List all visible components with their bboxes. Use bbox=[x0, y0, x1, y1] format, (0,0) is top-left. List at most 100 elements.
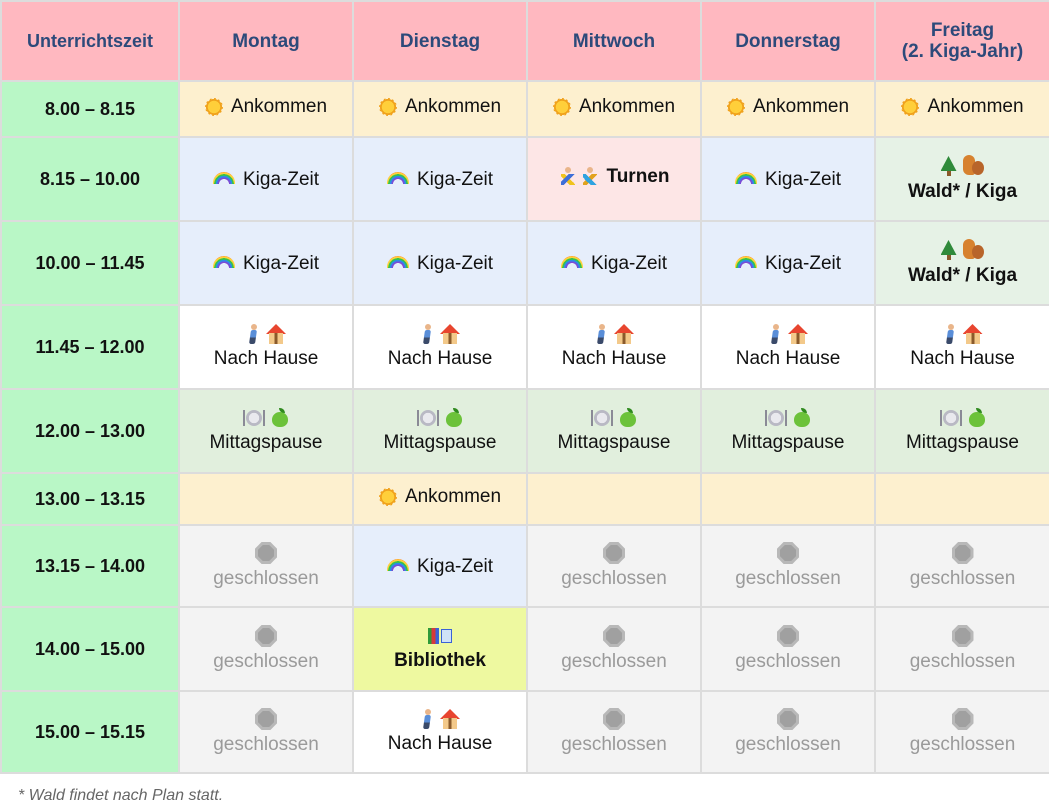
cell-label: Ankommen bbox=[230, 96, 328, 117]
cell-label: geschlossen bbox=[735, 651, 841, 672]
cell-content: Mittagspause bbox=[529, 408, 699, 454]
cell-content: Turnen bbox=[559, 165, 670, 188]
cell-label: Kiga-Zeit bbox=[764, 168, 842, 190]
cell-icons bbox=[255, 708, 277, 730]
sun-icon bbox=[378, 488, 397, 506]
cell-icons bbox=[941, 239, 985, 261]
plate-icon bbox=[243, 408, 265, 428]
house-icon bbox=[440, 709, 460, 729]
cell-icons bbox=[243, 408, 289, 428]
schedule-cell-lunch: Mittagspause bbox=[700, 388, 876, 474]
header-day-dienstag: Dienstag bbox=[352, 0, 528, 82]
cell-label: Kiga-Zeit bbox=[764, 252, 842, 274]
apple-icon bbox=[619, 408, 637, 428]
cell-content: Mittagspause bbox=[355, 408, 525, 454]
schedule-cell-closed: geschlossen bbox=[874, 690, 1049, 774]
walking-person-icon bbox=[420, 324, 434, 344]
time-slot: 13.15 – 14.00 bbox=[0, 524, 180, 608]
cell-content: Kiga-Zeit bbox=[386, 556, 493, 578]
timetable-body: 8.00 – 8.15 Ankommen Ankommen Ankommen Ankom… bbox=[0, 80, 1049, 774]
stop-icon bbox=[777, 708, 799, 730]
walking-person-icon bbox=[594, 324, 608, 344]
time-slot: 13.00 – 13.15 bbox=[0, 472, 180, 526]
cell-content: geschlossen bbox=[703, 542, 873, 590]
cell-content: Nach Hause bbox=[703, 324, 873, 370]
cell-label: Bibliothek bbox=[394, 650, 486, 671]
plate-icon bbox=[765, 408, 787, 428]
cell-icons bbox=[246, 324, 286, 344]
house-icon bbox=[788, 324, 808, 344]
schedule-cell-home: Nach Hause bbox=[352, 690, 528, 774]
day-name: Freitag bbox=[930, 20, 995, 41]
cell-label: Kiga-Zeit bbox=[416, 252, 494, 274]
schedule-cell-home: Nach Hause bbox=[352, 304, 528, 390]
cell-content: geschlossen bbox=[877, 708, 1048, 756]
cell-icons bbox=[420, 324, 460, 344]
rainbow-icon bbox=[734, 255, 757, 268]
schedule-cell-empty bbox=[700, 472, 876, 526]
schedule-cell-empty bbox=[874, 472, 1049, 526]
schedule-cell-kiga: Kiga-Zeit bbox=[178, 220, 354, 306]
cell-icons bbox=[386, 558, 409, 571]
cell-icons bbox=[560, 255, 583, 268]
house-icon bbox=[440, 324, 460, 344]
cell-icons bbox=[386, 171, 409, 184]
cell-label: Mittagspause bbox=[383, 432, 497, 453]
schedule-cell-closed: geschlossen bbox=[178, 524, 354, 608]
schedule-cell-turnen: Turnen bbox=[526, 136, 702, 222]
stop-icon bbox=[255, 542, 277, 564]
cell-label: geschlossen bbox=[735, 568, 841, 589]
cell-label: Turnen bbox=[606, 165, 670, 187]
cell-label: Mittagspause bbox=[731, 432, 845, 453]
schedule-cell-lunch: Mittagspause bbox=[352, 388, 528, 474]
schedule-cell-empty bbox=[526, 472, 702, 526]
rainbow-icon bbox=[386, 558, 409, 571]
stop-icon bbox=[603, 542, 625, 564]
header-time: Unterrichtszeit bbox=[0, 0, 180, 82]
cell-icons bbox=[603, 542, 625, 564]
cell-icons bbox=[939, 408, 986, 428]
cell-icons bbox=[951, 708, 974, 730]
walking-person-icon bbox=[768, 324, 782, 344]
schedule-cell-home: Nach Hause bbox=[874, 304, 1049, 390]
cell-content: Kiga-Zeit bbox=[560, 252, 668, 275]
schedule-cell-ankommen: Ankommen bbox=[178, 80, 354, 138]
day-name: Montag bbox=[232, 30, 300, 52]
stop-icon bbox=[951, 542, 974, 564]
time-slot: 8.00 – 8.15 bbox=[0, 80, 180, 138]
cell-icons bbox=[901, 98, 920, 116]
house-icon bbox=[266, 324, 286, 344]
apple-icon bbox=[968, 408, 986, 428]
tree-icon bbox=[941, 156, 957, 176]
cell-label: geschlossen bbox=[213, 651, 319, 672]
cell-content: geschlossen bbox=[181, 625, 351, 673]
cell-icons bbox=[734, 171, 757, 184]
time-slot: 12.00 – 13.00 bbox=[0, 388, 180, 474]
cell-label: Kiga-Zeit bbox=[242, 168, 320, 190]
squirrel-icon bbox=[962, 239, 985, 261]
cell-content: geschlossen bbox=[703, 625, 873, 673]
cell-icons bbox=[765, 408, 811, 428]
cell-label: geschlossen bbox=[561, 734, 667, 755]
cell-content: Ankommen bbox=[378, 486, 501, 508]
cell-content: Nach Hause bbox=[181, 324, 351, 370]
schedule-cell-wald: Wald* / Kiga bbox=[874, 136, 1049, 222]
table-row: 10.00 – 11.45 Kiga-Zeit Kiga-Zeit Kiga-Zeit… bbox=[0, 220, 1049, 306]
cell-icons bbox=[777, 542, 799, 564]
header-day-freitag: Freitag (2. Kiga-Jahr) bbox=[874, 0, 1049, 82]
cell-icons bbox=[768, 324, 808, 344]
table-row: 8.00 – 8.15 Ankommen Ankommen Ankommen Ankom… bbox=[0, 80, 1049, 138]
rainbow-icon bbox=[212, 255, 235, 268]
day-name: Donnerstag bbox=[735, 30, 841, 52]
plate-icon bbox=[591, 408, 613, 428]
schedule-cell-closed: geschlossen bbox=[700, 524, 876, 608]
header-day-donnerstag: Donnerstag bbox=[700, 0, 876, 82]
cell-content: geschlossen bbox=[529, 625, 699, 673]
cell-content: geschlossen bbox=[529, 542, 699, 590]
house-icon bbox=[963, 324, 983, 344]
table-row: 15.00 – 15.15 geschlossen Nach Hause geschl… bbox=[0, 690, 1049, 774]
cell-content: Nach Hause bbox=[355, 324, 525, 370]
schedule-cell-home: Nach Hause bbox=[178, 304, 354, 390]
cell-label: Kiga-Zeit bbox=[590, 252, 668, 274]
schedule-cell-home: Nach Hause bbox=[526, 304, 702, 390]
